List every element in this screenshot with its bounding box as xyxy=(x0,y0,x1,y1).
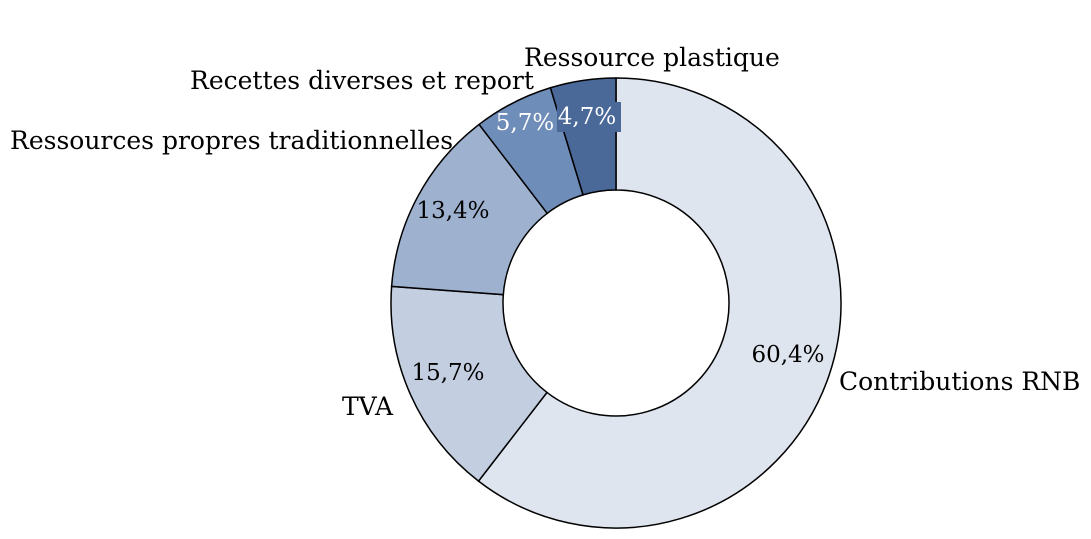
category-label-ressource-plastique: Ressource plastique xyxy=(524,43,780,72)
value-labels-group: 60,4% 15,7% 13,4% 5,7% 4,7% xyxy=(411,102,825,386)
value-label-ressources-propres-traditionnelles: 13,4% xyxy=(416,198,489,224)
value-label-bg-ressource-plastique xyxy=(557,102,621,132)
category-label-ressources-propres-traditionnelles: Ressources propres traditionnelles xyxy=(10,126,453,155)
value-label-ressource-plastique: 4,7% xyxy=(558,104,616,130)
slice-contributions-rnb xyxy=(477,77,842,529)
slice-ressources-propres-traditionnelles xyxy=(390,123,549,296)
value-label-contributions-rnb: 60,4% xyxy=(751,342,824,368)
slices-group xyxy=(390,77,842,529)
value-label-tva: 15,7% xyxy=(411,360,484,386)
category-label-tva: TVA xyxy=(342,392,394,421)
value-label-recettes-diverses-et-report: 5,7% xyxy=(496,110,554,136)
category-label-contributions-rnb: Contributions RNB xyxy=(839,367,1080,396)
category-label-recettes-diverses-et-report: Recettes diverses et report xyxy=(190,66,534,95)
category-labels-group: Contributions RNB TVA Ressources propres t… xyxy=(10,43,1080,421)
slice-tva xyxy=(390,285,549,483)
